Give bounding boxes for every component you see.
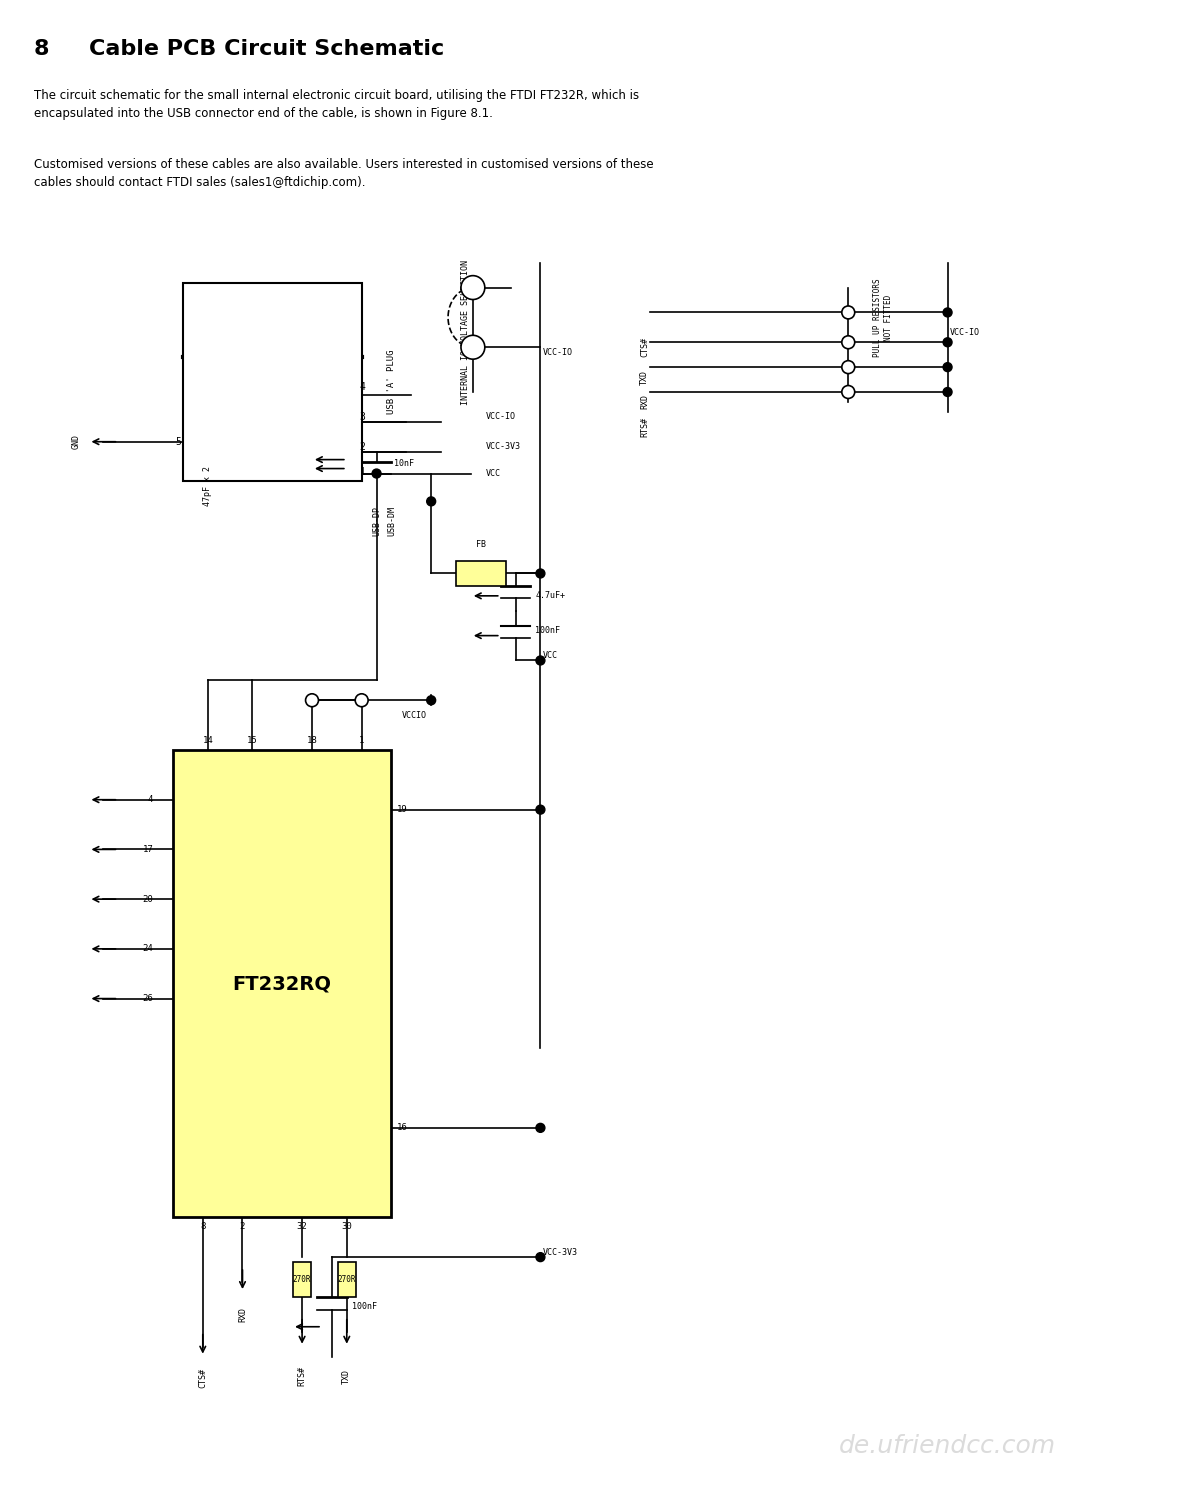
- Text: 16: 16: [396, 1123, 407, 1132]
- Text: USB-DP: USB-DP: [372, 506, 382, 536]
- Text: 270R: 270R: [337, 1275, 356, 1284]
- Text: 18: 18: [307, 736, 317, 745]
- Text: 10nF: 10nF: [395, 458, 414, 469]
- Circle shape: [536, 569, 545, 578]
- Text: 4: 4: [360, 382, 366, 393]
- Bar: [293, 1262, 311, 1297]
- Text: 47pF x 2: 47pF x 2: [203, 466, 212, 506]
- Text: RTS#: RTS#: [640, 417, 649, 437]
- Text: 8: 8: [34, 39, 49, 58]
- Text: RXD: RXD: [238, 1308, 247, 1323]
- Text: Cable PCB Circuit Schematic: Cable PCB Circuit Schematic: [89, 39, 444, 58]
- Text: 15: 15: [247, 736, 258, 745]
- Circle shape: [842, 385, 854, 399]
- Text: 5: 5: [175, 437, 181, 446]
- Circle shape: [842, 306, 854, 320]
- Text: 17: 17: [143, 845, 154, 854]
- Circle shape: [943, 308, 952, 317]
- Text: The circuit schematic for the small internal electronic circuit board, utilising: The circuit schematic for the small inte…: [34, 88, 640, 119]
- Bar: [456, 561, 505, 585]
- Text: 14: 14: [203, 736, 214, 745]
- Text: VCC: VCC: [486, 469, 500, 478]
- Circle shape: [355, 694, 368, 706]
- Text: 2: 2: [240, 1223, 245, 1232]
- Circle shape: [306, 694, 318, 706]
- Text: GND: GND: [71, 434, 80, 449]
- Bar: [338, 1262, 355, 1297]
- Circle shape: [536, 805, 545, 814]
- Circle shape: [461, 276, 485, 300]
- Circle shape: [536, 1253, 545, 1262]
- Text: RTS#: RTS#: [298, 1366, 306, 1387]
- Text: VCC-3V3: VCC-3V3: [542, 1248, 577, 1257]
- Text: VCC-IO: VCC-IO: [542, 348, 572, 357]
- Circle shape: [943, 388, 952, 397]
- Text: Customised versions of these cables are also available. Users interested in cust: Customised versions of these cables are …: [34, 158, 654, 190]
- Text: 100nF: 100nF: [535, 626, 560, 635]
- Text: 30: 30: [341, 1223, 352, 1232]
- Circle shape: [427, 696, 436, 705]
- Text: 32: 32: [296, 1223, 307, 1232]
- Text: CTS#: CTS#: [198, 1369, 208, 1388]
- Text: CTS#: CTS#: [640, 337, 649, 357]
- Text: INTERNAL IO VOLTAGE SELECTION: INTERNAL IO VOLTAGE SELECTION: [462, 260, 470, 405]
- Text: 2: 2: [360, 442, 366, 452]
- Circle shape: [372, 469, 382, 478]
- Text: USB 'A' PLUG: USB 'A' PLUG: [386, 349, 396, 414]
- Circle shape: [536, 655, 545, 664]
- Text: TXD: TXD: [640, 370, 649, 385]
- Bar: [173, 749, 391, 1217]
- Text: 4.7uF+: 4.7uF+: [535, 591, 565, 600]
- Circle shape: [427, 497, 436, 506]
- Text: 270R: 270R: [293, 1275, 311, 1284]
- Text: VCC-3V3: VCC-3V3: [486, 442, 521, 451]
- Text: FT232RQ: FT232RQ: [233, 973, 331, 993]
- Circle shape: [461, 336, 485, 360]
- Text: 100nF: 100nF: [352, 1302, 377, 1311]
- Text: 8: 8: [200, 1223, 205, 1232]
- Text: FB: FB: [476, 540, 486, 549]
- Text: 4: 4: [148, 796, 154, 805]
- Circle shape: [943, 363, 952, 372]
- Text: 1: 1: [359, 736, 365, 745]
- Text: USB-DM: USB-DM: [386, 506, 396, 536]
- Text: VCCIO: VCCIO: [401, 711, 426, 720]
- Text: PULL UP RESISTORS
NOT FITTED: PULL UP RESISTORS NOT FITTED: [874, 278, 893, 357]
- Text: de.ufriendcc.com: de.ufriendcc.com: [839, 1435, 1056, 1459]
- Text: 19: 19: [396, 805, 407, 814]
- Text: 3: 3: [360, 412, 366, 423]
- Text: 20: 20: [143, 894, 154, 903]
- Text: TXD: TXD: [342, 1369, 352, 1384]
- Circle shape: [536, 1123, 545, 1132]
- Text: VCC-IO: VCC-IO: [486, 412, 516, 421]
- Circle shape: [943, 337, 952, 346]
- Text: RXD: RXD: [640, 394, 649, 409]
- Text: 26: 26: [143, 994, 154, 1003]
- Circle shape: [842, 336, 854, 349]
- Text: 1: 1: [360, 466, 366, 476]
- Text: VCC: VCC: [542, 651, 558, 660]
- Circle shape: [842, 361, 854, 373]
- Text: VCC-IO: VCC-IO: [949, 328, 979, 337]
- Text: 24: 24: [143, 945, 154, 954]
- Bar: [182, 282, 361, 481]
